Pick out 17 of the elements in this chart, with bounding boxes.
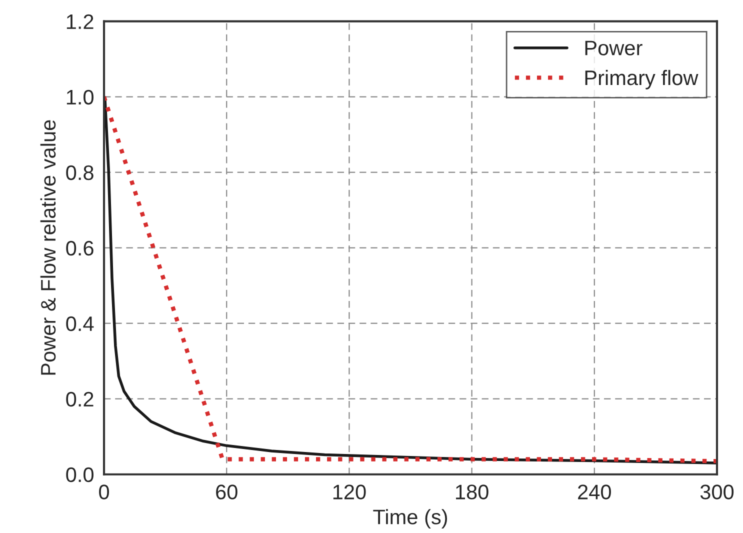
x-axis-title: Time (s) [373, 509, 448, 528]
x-tick-label: 180 [456, 484, 488, 500]
y-tick-label: 0.8 [66, 165, 94, 180]
y-tick-label: 0.4 [66, 316, 94, 332]
y-tick-label: 0.6 [66, 240, 94, 256]
x-tick-label: 240 [578, 484, 611, 500]
legend-label: Primary flow [585, 70, 698, 90]
x-tick-label: 60 [216, 484, 238, 500]
x-tick-label: 120 [333, 484, 366, 500]
legend-label: Power [585, 40, 642, 56]
y-tick-label: 1.2 [66, 14, 94, 29]
y-tick-label: 0.2 [66, 392, 94, 407]
y-axis-title: Power & Flow relative value [40, 120, 56, 375]
x-tick-label: 300 [700, 484, 734, 500]
y-tick-label: 0.0 [66, 467, 94, 482]
y-tick-label: 1.0 [66, 90, 94, 105]
x-tick-label: 0 [99, 484, 109, 500]
